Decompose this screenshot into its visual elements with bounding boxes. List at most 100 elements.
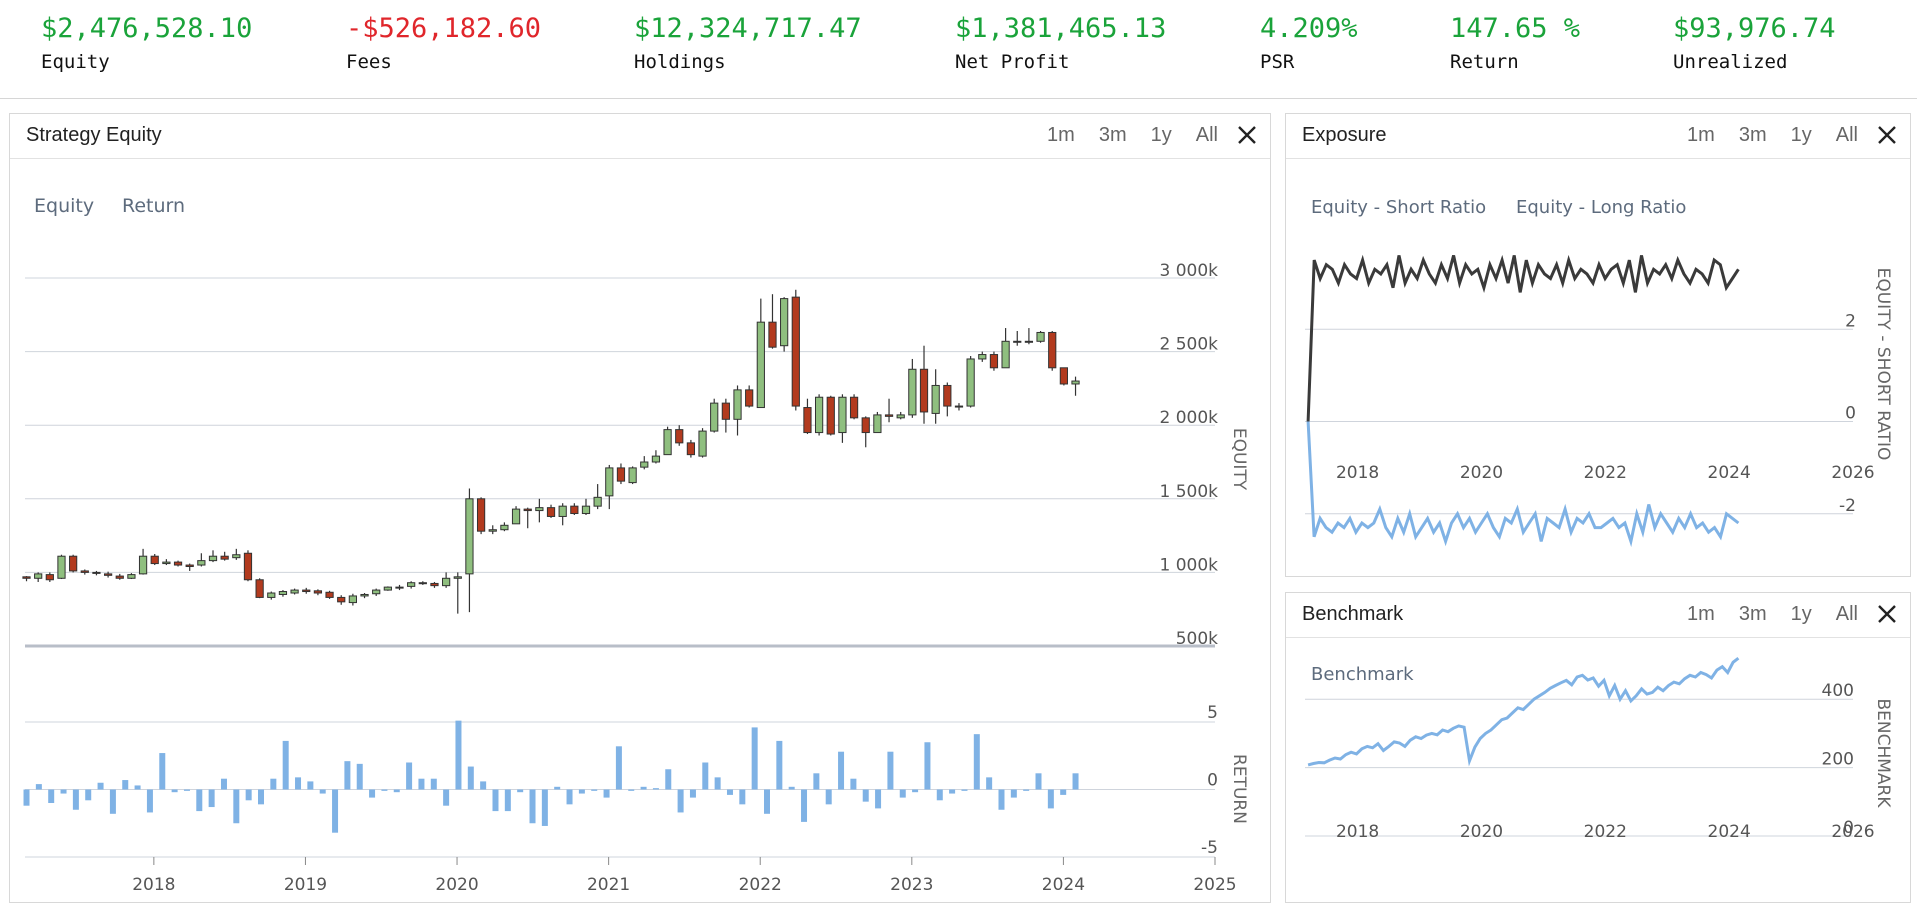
equity-candle <box>884 398 894 423</box>
stat-value: 4.209% <box>1260 13 1358 44</box>
panel-title: Exposure <box>1302 124 1387 146</box>
range-button-3m[interactable]: 3m <box>1738 603 1767 625</box>
return-bar <box>714 777 721 790</box>
equity-candle-body <box>931 384 940 414</box>
equity-candle-body <box>302 589 311 593</box>
stat-equity: $2,476,528.10 Equity <box>41 10 252 76</box>
equity-candle-body <box>826 396 835 435</box>
equity-candle-body <box>605 467 614 497</box>
return-bar <box>418 778 425 790</box>
return-bar <box>887 751 894 790</box>
equity-candle <box>675 425 684 446</box>
equity-candle-body <box>138 555 148 575</box>
range-button-all[interactable]: All <box>1195 124 1218 146</box>
return-y-tick: 0 <box>1207 771 1218 791</box>
return-bar <box>1060 789 1067 795</box>
return-bar <box>258 789 265 805</box>
return-bar <box>122 780 129 790</box>
equity-candle <box>791 289 800 411</box>
legend-item-benchmark[interactable]: Benchmark <box>1311 664 1414 685</box>
equity-candle-body <box>710 402 719 432</box>
equity-candle-body <box>45 574 54 581</box>
legend-item-equity-long-ratio[interactable]: Equity - Long Ratio <box>1516 197 1686 218</box>
return-bar <box>591 789 598 791</box>
return-bar <box>541 789 548 826</box>
close-icon[interactable] <box>1234 122 1260 148</box>
x-tick-label: 2022 <box>1584 822 1627 842</box>
equity-candle-body <box>348 595 357 604</box>
equity-candle <box>220 551 229 561</box>
equity-candle <box>255 578 264 599</box>
legend-item-return[interactable]: Return <box>122 195 185 217</box>
equity-candle <box>768 294 777 349</box>
range-button-1m[interactable]: 1m <box>1687 124 1715 146</box>
return-bar <box>295 777 302 790</box>
equity-candle-body <box>640 461 649 468</box>
range-button-1y[interactable]: 1y <box>1790 124 1812 146</box>
equity-candle <box>803 398 812 435</box>
equity-candle <box>1036 330 1045 343</box>
equity-candle-body <box>616 467 626 482</box>
equity-candle <box>838 394 847 443</box>
return-bar <box>196 789 203 812</box>
stat-unrealized: $93,976.74 Unrealized <box>1673 10 1836 76</box>
range-button-all[interactable]: All <box>1835 603 1858 625</box>
equity-candle-body <box>1036 331 1045 342</box>
equity-candle-body <box>383 586 392 591</box>
legend-item-equity-short-ratio[interactable]: Equity - Short Ratio <box>1311 197 1486 218</box>
stat-return: 147.65 % Return <box>1450 10 1580 76</box>
x-tick-label: 2026 <box>1831 822 1874 842</box>
exposure-series-line <box>1306 254 1740 422</box>
range-button-1m[interactable]: 1m <box>1687 603 1715 625</box>
equity-candle-body <box>791 296 800 407</box>
return-bar <box>406 762 413 790</box>
equity-candle-body <box>34 573 43 579</box>
equity-candle <box>103 571 113 578</box>
range-button-1y[interactable]: 1y <box>1790 603 1812 625</box>
equity-candle-body <box>1071 380 1080 385</box>
equity-candle <box>756 298 765 409</box>
equity-candle-body <box>360 593 369 597</box>
return-bar <box>813 773 820 790</box>
equity-candle <box>208 550 218 563</box>
range-button-all[interactable]: All <box>1835 124 1858 146</box>
equity-candle-body <box>325 591 334 598</box>
equity-candle-body <box>57 555 66 579</box>
equity-candle-body <box>255 579 264 598</box>
x-tick-label: 2022 <box>739 875 782 895</box>
return-bar <box>862 789 869 802</box>
return-bar <box>850 778 857 790</box>
return-bar <box>1047 789 1054 809</box>
return-bar <box>220 778 227 790</box>
return-bar <box>430 778 437 790</box>
return-bar <box>85 789 92 801</box>
return-bar <box>961 789 968 791</box>
return-bar <box>282 740 289 790</box>
return-bar <box>554 786 561 790</box>
equity-candle-body <box>220 555 229 560</box>
equity-candle-body <box>162 561 171 565</box>
return-bar <box>615 746 622 790</box>
return-bar <box>924 742 931 790</box>
return-bar <box>998 789 1005 810</box>
legend-item-equity[interactable]: Equity <box>34 195 94 217</box>
panel-title: Strategy Equity <box>26 124 162 146</box>
range-button-3m[interactable]: 3m <box>1738 124 1767 146</box>
return-bar <box>751 727 758 790</box>
close-icon[interactable] <box>1874 601 1900 627</box>
benchmark-y-tick: 200 <box>1822 750 1854 770</box>
x-tick-label: 2018 <box>1336 822 1379 842</box>
x-tick-label: 2024 <box>1708 463 1751 483</box>
x-tick-label: 2025 <box>1193 875 1236 895</box>
equity-candle-body <box>511 508 521 525</box>
return-bar <box>628 789 635 791</box>
return-y-tick: -5 <box>1201 838 1218 858</box>
range-button-1m[interactable]: 1m <box>1047 124 1075 146</box>
stat-psr: 4.209% PSR <box>1260 10 1358 76</box>
close-icon[interactable] <box>1874 122 1900 148</box>
range-button-1y[interactable]: 1y <box>1150 124 1172 146</box>
stat-value: $2,476,528.10 <box>41 13 253 44</box>
return-bar <box>566 789 573 805</box>
equity-candle <box>826 395 835 436</box>
range-button-3m[interactable]: 3m <box>1098 124 1127 146</box>
